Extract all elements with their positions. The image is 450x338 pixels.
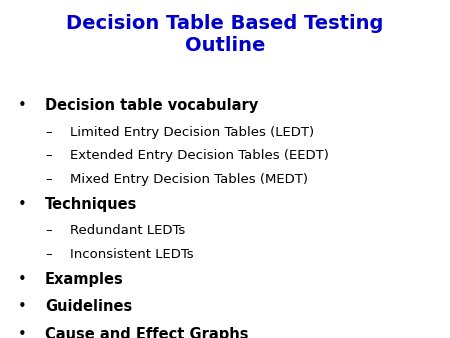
- Text: Decision Table Based Testing
Outline: Decision Table Based Testing Outline: [66, 14, 384, 55]
- Text: –: –: [45, 126, 52, 139]
- Text: –: –: [45, 149, 52, 162]
- Text: •: •: [18, 327, 27, 338]
- Text: •: •: [18, 197, 27, 212]
- Text: Cause and Effect Graphs: Cause and Effect Graphs: [45, 327, 248, 338]
- Text: •: •: [18, 98, 27, 113]
- Text: Extended Entry Decision Tables (EEDT): Extended Entry Decision Tables (EEDT): [70, 149, 328, 162]
- Text: •: •: [18, 272, 27, 287]
- Text: Examples: Examples: [45, 272, 124, 287]
- Text: Guidelines: Guidelines: [45, 299, 132, 314]
- Text: –: –: [45, 173, 52, 186]
- Text: Limited Entry Decision Tables (LEDT): Limited Entry Decision Tables (LEDT): [70, 126, 314, 139]
- Text: –: –: [45, 224, 52, 237]
- Text: Mixed Entry Decision Tables (MEDT): Mixed Entry Decision Tables (MEDT): [70, 173, 308, 186]
- Text: Decision table vocabulary: Decision table vocabulary: [45, 98, 258, 113]
- Text: Redundant LEDTs: Redundant LEDTs: [70, 224, 185, 237]
- Text: Inconsistent LEDTs: Inconsistent LEDTs: [70, 248, 194, 261]
- Text: •: •: [18, 299, 27, 314]
- Text: Techniques: Techniques: [45, 197, 137, 212]
- Text: –: –: [45, 248, 52, 261]
